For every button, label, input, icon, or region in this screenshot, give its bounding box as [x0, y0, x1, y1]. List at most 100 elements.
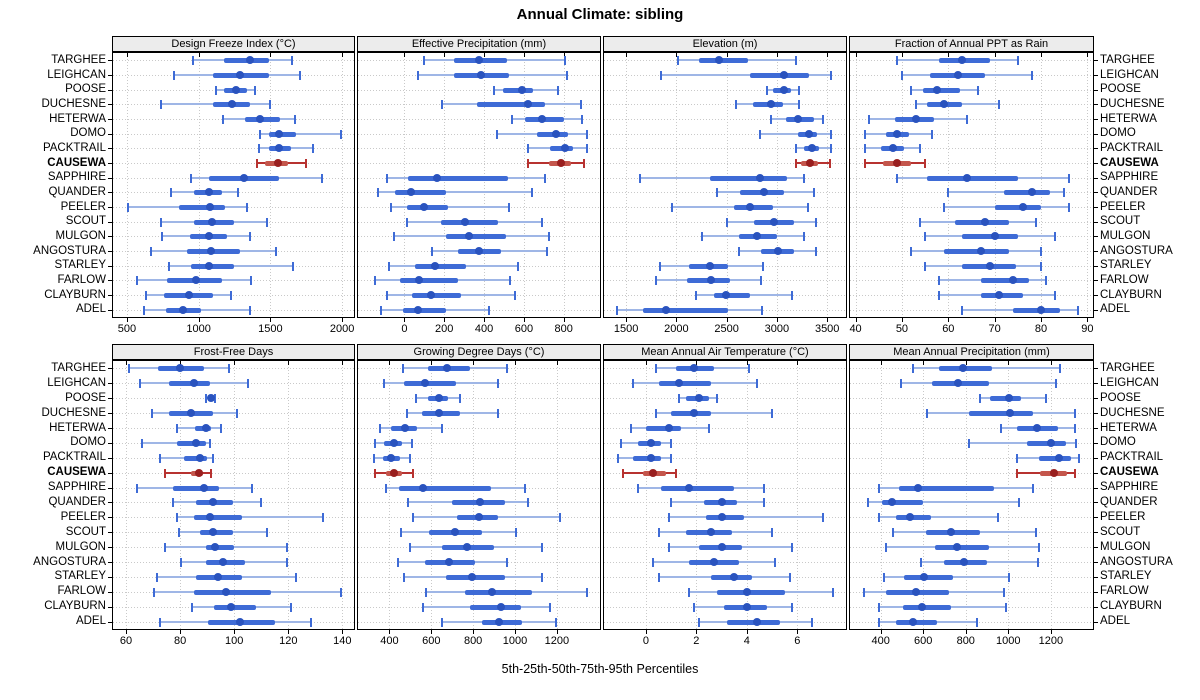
- station-label-right-domo: DOMO: [1100, 127, 1136, 140]
- axis-tick-label: 60: [942, 323, 955, 335]
- median-dot-clayburn: [918, 602, 927, 611]
- iqr-bar-clayburn: [902, 604, 951, 610]
- median-dot-angostura: [445, 558, 454, 566]
- median-dot-domo: [274, 129, 283, 138]
- whisker-line-quander: [377, 191, 532, 194]
- row-gridline: [358, 133, 600, 135]
- axis-tick-label: 3000: [764, 323, 790, 335]
- whisker-cap-low: [738, 247, 741, 256]
- whisker-cap-high: [1008, 572, 1011, 582]
- whisker-cap-high: [1077, 305, 1080, 315]
- whisker-cap-low: [388, 261, 391, 271]
- whisker-cap-high: [293, 115, 296, 124]
- whisker-cap-high: [556, 85, 559, 95]
- row-tick: [108, 532, 112, 534]
- row-tick: [108, 428, 112, 429]
- axis-tick: [776, 318, 778, 322]
- whisker-cap-low: [386, 173, 389, 183]
- row-tick: [1094, 221, 1098, 223]
- whisker-cap-low: [700, 232, 703, 242]
- median-dot-leighcan: [477, 71, 486, 79]
- whisker-cap-low: [795, 159, 798, 168]
- station-label-left-domo: DOMO: [70, 127, 106, 140]
- vertical-gridline: [342, 361, 344, 629]
- whisker-cap-high: [670, 438, 673, 448]
- median-dot-packtrail: [1055, 453, 1064, 462]
- whisker-cap-low: [795, 144, 798, 154]
- median-dot-peeler: [745, 203, 754, 211]
- axis-tick: [855, 318, 857, 322]
- median-dot-mulgon: [753, 232, 762, 241]
- whisker-cap-high: [409, 453, 412, 463]
- station-label-left-quander: QUANDER: [48, 495, 106, 508]
- median-dot-clayburn: [427, 291, 436, 299]
- station-label-left-causewa: CAUSEWA: [47, 156, 106, 169]
- whisker-cap-low: [167, 261, 170, 271]
- whisker-cap-high: [1031, 483, 1034, 493]
- whisker-cap-low: [373, 468, 376, 478]
- median-dot-farlow: [911, 587, 920, 596]
- median-dot-starley: [705, 261, 714, 270]
- median-dot-adel: [495, 617, 504, 626]
- row-tick: [1094, 442, 1098, 444]
- median-dot-sapphire: [755, 173, 764, 182]
- axis-tick: [726, 318, 728, 322]
- whisker-cap-low: [868, 115, 871, 124]
- row-tick: [1094, 457, 1098, 459]
- axis-tick: [556, 630, 558, 634]
- station-label-left-clayburn: CLAYBURN: [44, 288, 106, 301]
- median-dot-mulgon: [211, 543, 220, 552]
- median-dot-starley: [920, 572, 929, 581]
- vertical-gridline: [1050, 361, 1052, 629]
- station-label-left-adel: ADEL: [75, 303, 106, 316]
- row-tick: [1094, 60, 1098, 62]
- whisker-cap-high: [526, 498, 529, 508]
- axis-tick: [556, 361, 558, 365]
- axis-tick: [515, 361, 516, 365]
- row-gridline: [358, 398, 600, 400]
- iqr-bar-adel: [1013, 307, 1060, 313]
- station-label-left-peeler: PEELER: [60, 200, 106, 213]
- whisker-line-duchesne: [655, 412, 773, 415]
- median-dot-heterwa: [201, 424, 210, 432]
- axis-tick: [676, 53, 678, 57]
- whisker-cap-low: [654, 364, 657, 374]
- axis-tick-label: 1000: [502, 635, 528, 647]
- whisker-cap-high: [505, 558, 508, 567]
- row-tick: [108, 547, 112, 549]
- whisker-cap-high: [814, 247, 817, 256]
- iqr-bar-scout: [200, 530, 233, 536]
- row-tick: [108, 251, 112, 252]
- station-label-right-starley: STARLEY: [1100, 570, 1152, 583]
- iqr-bar-domo: [1027, 440, 1066, 446]
- whisker-cap-low: [158, 453, 161, 463]
- whisker-cap-low: [376, 188, 379, 198]
- station-label-right-quander: QUANDER: [1100, 495, 1158, 508]
- axis-tick: [342, 53, 344, 57]
- station-label-left-adel: ADEL: [75, 615, 106, 628]
- station-label-right-packtrail: PACKTRAIL: [1100, 451, 1164, 464]
- axis-tick: [626, 318, 628, 322]
- row-tick: [108, 502, 112, 504]
- axis-tick: [270, 318, 272, 322]
- vertical-gridline: [923, 361, 925, 629]
- vertical-gridline: [726, 53, 728, 317]
- iqr-bar-leighcan: [169, 381, 210, 387]
- axis-tick: [125, 630, 127, 634]
- vertical-gridline: [180, 361, 182, 629]
- axis-tick: [180, 361, 182, 365]
- median-dot-adel: [752, 617, 761, 626]
- axis-tick: [563, 53, 565, 57]
- median-dot-scout: [946, 528, 955, 537]
- panel-fraction-of-annual-ppt-as-rain: [849, 52, 1094, 318]
- whisker-cap-high: [543, 173, 546, 183]
- median-dot-packtrail: [807, 144, 816, 153]
- whisker-cap-low: [617, 453, 620, 463]
- station-label-right-heterwa: HETERWA: [1100, 421, 1157, 434]
- vertical-gridline: [288, 361, 290, 629]
- whisker-cap-low: [687, 587, 690, 597]
- whisker-cap-low: [1015, 453, 1018, 463]
- whisker-cap-low: [373, 438, 376, 448]
- median-dot-mulgon: [990, 232, 999, 241]
- row-tick: [1094, 192, 1098, 194]
